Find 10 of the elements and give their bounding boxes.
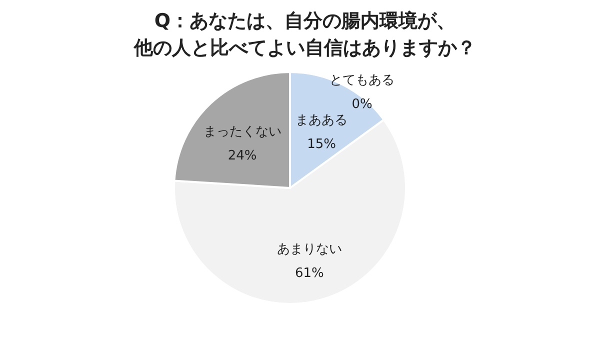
slice-label: あまりない <box>276 242 342 257</box>
data-label: 15% <box>307 136 336 152</box>
data-label: 24% <box>228 148 257 164</box>
category-label: とてもある <box>330 73 394 88</box>
chart-subtitle: 他の人と比べてよい自信はありますか？ <box>133 37 476 59</box>
chart-title: Q：あなたは、自分の腸内環境が、 <box>154 10 456 32</box>
data-label: 61% <box>294 266 324 281</box>
text: 0% <box>352 97 372 112</box>
slice-label: まあある <box>296 112 348 128</box>
slice-label: まったくない <box>203 124 282 140</box>
